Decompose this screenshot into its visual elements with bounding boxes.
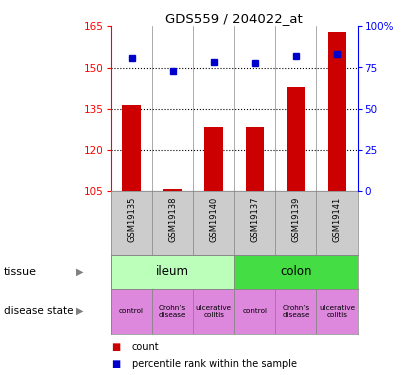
Text: GSM19138: GSM19138: [168, 196, 177, 242]
Bar: [234, 289, 275, 334]
Bar: [111, 289, 152, 334]
Bar: [164, 189, 182, 191]
Title: GDS559 / 204022_at: GDS559 / 204022_at: [165, 12, 303, 25]
Bar: [286, 87, 305, 191]
Text: colon: colon: [280, 266, 312, 278]
Text: ileum: ileum: [156, 266, 189, 278]
Text: ■: ■: [111, 359, 120, 369]
Bar: [275, 289, 316, 334]
Text: control: control: [119, 308, 144, 314]
Text: GSM19141: GSM19141: [332, 196, 342, 242]
Text: GSM19140: GSM19140: [209, 196, 218, 242]
Text: ■: ■: [111, 342, 120, 352]
Text: ulcerative
colitis: ulcerative colitis: [319, 305, 355, 318]
Text: ulcerative
colitis: ulcerative colitis: [196, 305, 232, 318]
Bar: [316, 289, 358, 334]
Text: GSM19139: GSM19139: [291, 196, 300, 242]
Bar: [246, 127, 264, 191]
Bar: [328, 32, 346, 191]
Text: control: control: [242, 308, 267, 314]
Bar: [234, 255, 358, 289]
Text: count: count: [132, 342, 159, 352]
Text: Crohn’s
disease: Crohn’s disease: [159, 305, 186, 318]
Text: ▶: ▶: [76, 267, 84, 277]
Text: tissue: tissue: [4, 267, 37, 277]
Text: ▶: ▶: [76, 306, 84, 316]
Text: disease state: disease state: [4, 306, 74, 316]
Text: Crohn’s
disease: Crohn’s disease: [282, 305, 309, 318]
Bar: [111, 255, 234, 289]
Text: GSM19137: GSM19137: [250, 196, 259, 242]
Bar: [152, 289, 193, 334]
Bar: [193, 289, 234, 334]
Bar: [205, 127, 223, 191]
Text: percentile rank within the sample: percentile rank within the sample: [132, 359, 296, 369]
Bar: [122, 105, 141, 191]
Text: GSM19135: GSM19135: [127, 196, 136, 242]
